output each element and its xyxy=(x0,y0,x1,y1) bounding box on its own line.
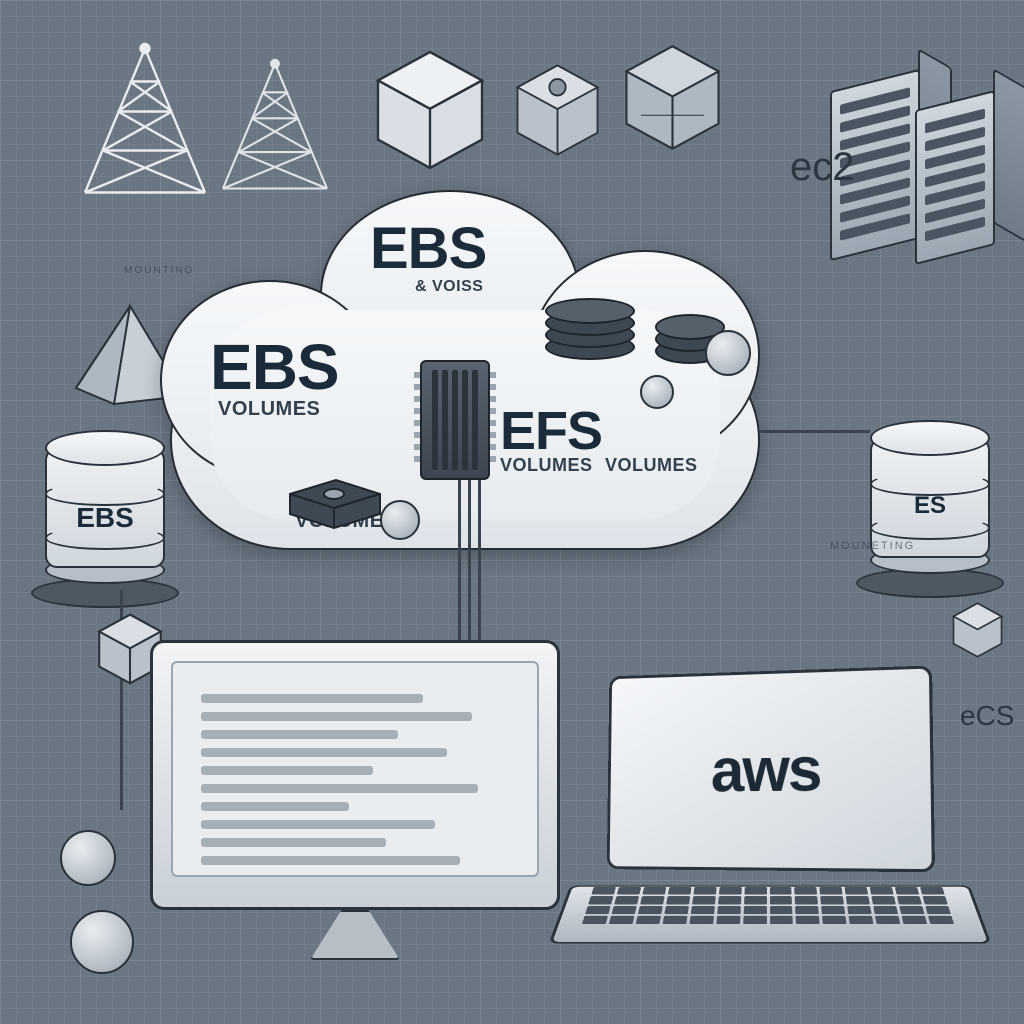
aws-logo-text: aws xyxy=(711,734,821,806)
ebs-left-label: EBS xyxy=(210,330,339,404)
disc-icon xyxy=(705,330,751,376)
laptop-icon: aws xyxy=(560,670,980,970)
cylinder-label: EBS xyxy=(45,502,165,534)
efs-sublabel-1: VOLUMES xyxy=(500,455,593,476)
disc-icon xyxy=(640,375,674,409)
cube-icon xyxy=(370,45,490,175)
desktop-monitor-icon xyxy=(150,640,560,960)
efs-sublabel-2: VOLUMES xyxy=(605,455,698,476)
cube-icon xyxy=(620,40,725,155)
cylinder-label: ES xyxy=(870,492,990,520)
ssd-chip-icon xyxy=(420,360,490,480)
ecs-label: eCS xyxy=(960,700,1014,732)
storage-box-icon xyxy=(280,470,390,535)
efs-label: EFS xyxy=(500,400,602,462)
server-rack-icon xyxy=(915,100,995,255)
ebs-top-label: EBS xyxy=(370,215,486,282)
disc-icon xyxy=(60,830,116,886)
disk-stack-icon xyxy=(545,300,635,380)
connector-line xyxy=(468,480,471,650)
connector-line xyxy=(478,480,481,650)
mounting-label-right: MOUNETING xyxy=(830,540,915,552)
cube-icon xyxy=(510,60,605,160)
connector-line xyxy=(458,480,461,650)
ec2-label: ec2 xyxy=(790,145,855,190)
connector-line xyxy=(760,430,870,433)
ebs-left-sublabel: VOLUMES xyxy=(218,398,320,421)
cube-icon xyxy=(950,600,1005,660)
voiss-sublabel: & VOISS xyxy=(415,278,483,296)
database-cylinder-icon: EBS xyxy=(45,430,165,580)
disc-icon xyxy=(70,910,134,974)
monitor-screen xyxy=(171,661,539,877)
laptop-screen: aws xyxy=(607,665,935,872)
laptop-keyboard xyxy=(582,887,954,924)
